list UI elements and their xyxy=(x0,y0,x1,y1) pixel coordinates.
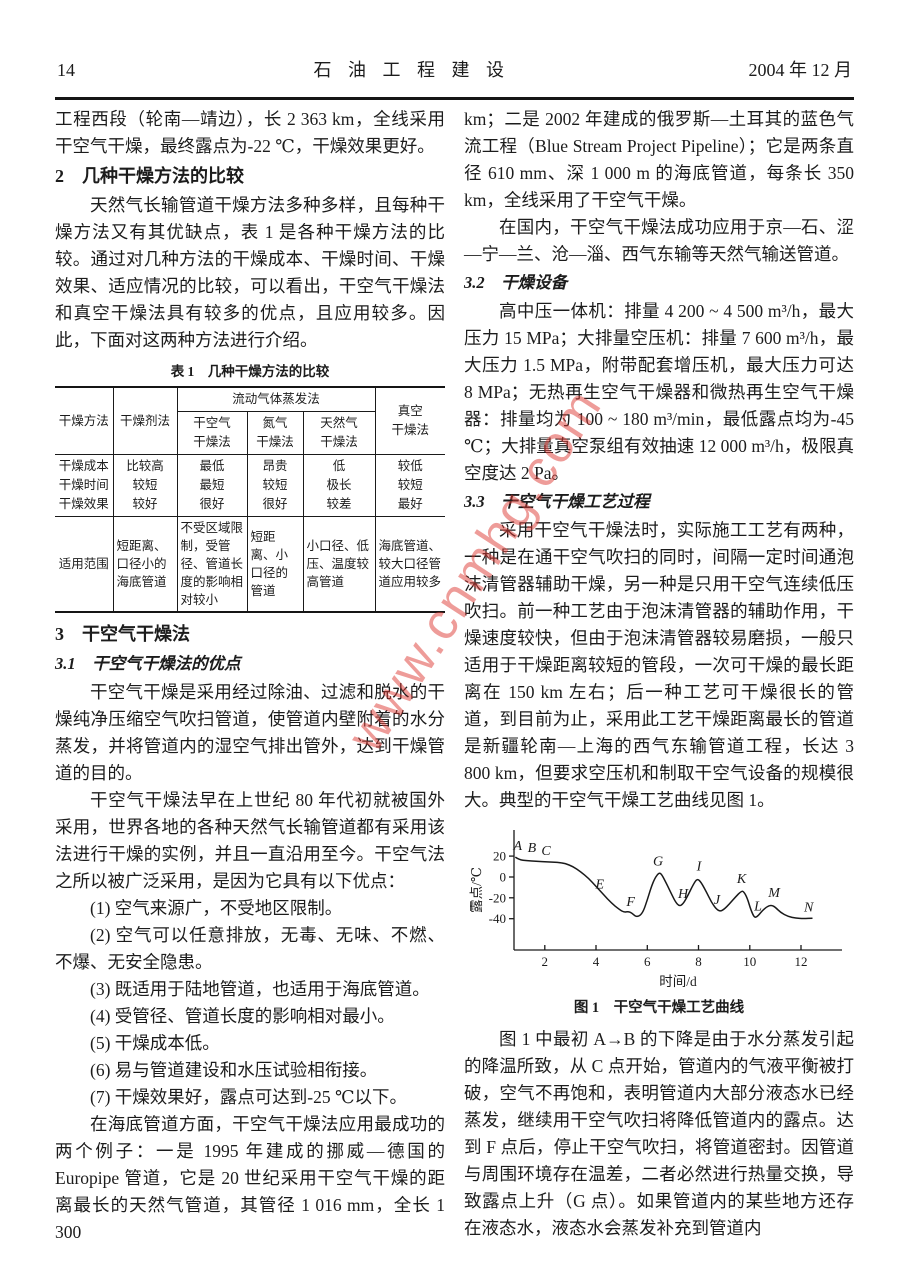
svg-text:B: B xyxy=(528,841,537,856)
advantage-item: (3) 既适用于陆地管道，也适用于海底管道。 xyxy=(90,979,430,999)
metric-values: 低极长 较差 xyxy=(302,454,376,517)
figure-caption: 图 1 干空气干燥工艺曲线 xyxy=(573,1000,745,1016)
th-desiccant: 干燥剂法 xyxy=(112,386,178,455)
page-header: 14 石 油 工 程 建 设 2004 年 12 月 xyxy=(57,56,852,82)
section-heading-3-1: 3.1 干空气干燥法的优点 xyxy=(55,654,241,673)
metric-values: 昂贵 较短 很好 xyxy=(246,454,304,517)
scope-value: 短距离、口径小的海底管道 xyxy=(112,516,178,613)
right-column: km；二是 2002 年建成的俄罗斯—土耳其的蓝色气流工程（Blue Strea… xyxy=(464,106,854,1246)
svg-text:J: J xyxy=(714,893,721,908)
table-header-row: 干燥方法 干燥剂法 流动气体蒸发法 真空 干燥法 xyxy=(55,386,446,455)
svg-text:20: 20 xyxy=(493,849,506,864)
section-heading-2: 2 几种干燥方法的比较 xyxy=(55,166,244,186)
table-metrics-row: 干燥成本 干燥时间 干燥效果 比较高 较短 较好 最低 最短 很好 昂贵 较短 很好低极长 较差 较低 较短… xyxy=(55,454,446,517)
scope-value: 不受区域限制，受管径、管道长度的影响相对较小 xyxy=(176,516,248,613)
scope-value: 小口径、低压、温度较高管道 xyxy=(302,516,376,613)
svg-text:-40: -40 xyxy=(489,911,506,926)
svg-text:10: 10 xyxy=(743,954,756,969)
svg-text:-20: -20 xyxy=(489,890,506,905)
left-column: 工程西段（轮南—靖边），长 2 363 km，全线采用干空气干燥，最终露点为-2… xyxy=(55,106,446,1246)
advantage-item: (1) 空气来源广，不受地区限制。 xyxy=(90,898,343,918)
metric-values: 比较高 较短 较好 xyxy=(112,454,178,517)
page-number: 14 xyxy=(57,60,75,80)
svg-text:L: L xyxy=(753,899,762,914)
svg-text:2: 2 xyxy=(542,954,549,969)
advantage-item: (4) 受管径、管道长度的影响相对最小。 xyxy=(90,1006,395,1026)
th-group: 流动气体蒸发法 xyxy=(176,386,376,412)
advantage-item: (6) 易与管道建设和水压试验相衔接。 xyxy=(90,1060,378,1080)
paragraph: 图 1 中最初 A→B 的下降是由于水分蒸发引起的降温所致，从 C 点开始，管道… xyxy=(464,1029,854,1238)
comparison-table: 干燥方法 干燥剂法 流动气体蒸发法 真空 干燥法 干空气 干燥法 氮气 干燥法 天然气 干燥法 干燥成… xyxy=(55,386,446,613)
th-sub: 天然气 干燥法 xyxy=(302,411,376,455)
paragraph: 在海底管道方面，干空气干燥法应用最成功的两个例子：一是 1995 年建成的挪威—… xyxy=(55,1114,445,1242)
th-method: 干燥方法 xyxy=(55,386,114,455)
scope-value: 短距离、小口径的管道 xyxy=(246,516,304,613)
metric-values: 最低 最短 很好 xyxy=(176,454,248,517)
scope-value: 海底管道、较大口径管道应用较多 xyxy=(374,516,446,613)
svg-text:I: I xyxy=(696,860,703,875)
paragraph: 干空气干燥是采用经过除油、过滤和脱水的干燥纯净压缩空气吹扫管道，使管道内壁附着的… xyxy=(55,682,445,783)
svg-text:C: C xyxy=(541,844,551,859)
journal-title: 石 油 工 程 建 设 xyxy=(313,60,510,80)
section-heading-3-3: 3.3 干空气干燥工艺过程 xyxy=(464,492,650,511)
scope-label: 适用范围 xyxy=(55,516,114,613)
advantage-item: (7) 干燥效果好，露点可达到-25 ℃以下。 xyxy=(90,1087,408,1107)
section-heading-3: 3 干空气干燥法 xyxy=(55,624,190,644)
two-column-body: 工程西段（轮南—靖边），长 2 363 km，全线采用干空气干燥，最终露点为-2… xyxy=(55,106,854,1246)
svg-text:G: G xyxy=(653,855,663,870)
paragraph: km；二是 2002 年建成的俄罗斯—土耳其的蓝色气流工程（Blue Strea… xyxy=(464,109,854,210)
th-sub: 氮气 干燥法 xyxy=(246,411,304,455)
svg-text:F: F xyxy=(625,895,635,910)
paragraph: 工程西段（轮南—靖边），长 2 363 km，全线采用干空气干燥，最终露点为-2… xyxy=(55,109,445,156)
svg-text:12: 12 xyxy=(795,954,808,969)
header-divider xyxy=(55,97,854,100)
paragraph: 高中压一体机：排量 4 200 ~ 4 500 m³/h，最大压力 15 MPa… xyxy=(464,301,854,483)
svg-text:M: M xyxy=(767,886,781,901)
table-subheader-row: 干空气 干燥法 氮气 干燥法 天然气 干燥法 xyxy=(55,411,445,455)
table-title: 表 1 几种干燥方法的比较 xyxy=(170,364,330,379)
svg-text:K: K xyxy=(736,872,747,887)
metric-values: 较低 较短 最好 xyxy=(374,454,446,517)
paragraph: 在国内，干空气干燥法成功应用于京—石、涩—宁—兰、沧—淄、西气东输等天然气输送管… xyxy=(464,217,854,264)
svg-text:E: E xyxy=(595,877,605,892)
paragraph: 天然气长输管道干燥方法多种多样，且每种干燥方法又有其优缺点，表 1 是各种干燥方… xyxy=(55,195,445,350)
advantage-item: (2) 空气可以任意排放，无毒、无味、不燃、不爆、无安全隐患。 xyxy=(55,925,445,972)
svg-text:A: A xyxy=(513,839,523,854)
figure-1: 20 0 -20 -40 2 4 6 8 10 12 A B C E F G H I J K L M N 时间/d 露点/℃ 图… xyxy=(464,822,854,1018)
th-sub: 干空气 干燥法 xyxy=(177,411,248,455)
th-vacuum: 真空 干燥法 xyxy=(374,386,446,455)
table-scope-row: 适用范围 短距离、口径小的海底管道 不受区域限制，受管径、管道长度的影响相对较小 短距… xyxy=(55,516,446,613)
svg-text:时间/d: 时间/d xyxy=(659,974,697,989)
svg-text:8: 8 xyxy=(695,954,702,969)
paragraph: 干空气干燥法早在上世纪 80 年代初就被国外采用，世界各地的各种天然气长输管道都… xyxy=(55,790,445,891)
svg-text:4: 4 xyxy=(593,954,600,969)
issue-date: 2004 年 12 月 xyxy=(748,60,853,80)
metric-labels: 干燥成本 干燥时间 干燥效果 xyxy=(55,454,114,517)
svg-text:0: 0 xyxy=(500,870,507,885)
svg-text:6: 6 xyxy=(644,954,651,969)
section-heading-3-2: 3.2 干燥设备 xyxy=(464,273,568,292)
svg-text:H: H xyxy=(677,887,689,902)
svg-text:N: N xyxy=(803,900,814,915)
svg-text:露点/℃: 露点/℃ xyxy=(469,867,484,913)
advantages-list: (1) 空气来源广，不受地区限制。 (2) 空气可以任意排放，无毒、无味、不燃、不… xyxy=(55,895,445,1111)
paragraph: 采用干空气干燥法时，实际施工工艺有两种，一种是在通干空气吹扫的同时，间隔一定时间… xyxy=(464,520,854,810)
advantage-item: (5) 干燥成本低。 xyxy=(90,1033,220,1053)
